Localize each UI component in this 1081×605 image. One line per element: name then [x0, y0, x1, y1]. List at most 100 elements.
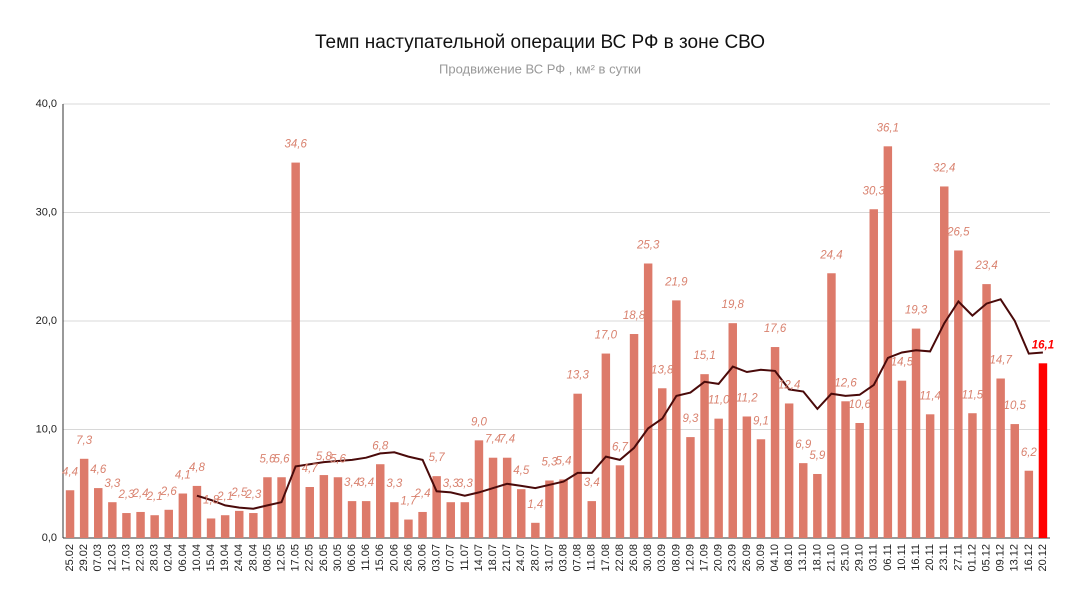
data-label: 5,4: [556, 455, 572, 467]
x-tick-label: 17.09: [698, 544, 710, 572]
bar: [996, 378, 1005, 538]
data-label: 36,1: [877, 122, 899, 134]
data-label: 11,2: [736, 393, 758, 405]
data-label: 2,4: [132, 488, 149, 500]
bar: [122, 513, 131, 538]
x-tick-label: 08.10: [783, 544, 795, 572]
bar: [700, 374, 709, 538]
data-label: 9,3: [682, 413, 699, 425]
data-label: 19,3: [905, 305, 928, 317]
x-tick-label: 17.03: [120, 544, 132, 572]
bar: [432, 476, 441, 538]
x-tick-label: 19.04: [219, 544, 231, 572]
x-tick-label: 08.05: [261, 544, 273, 572]
data-label: 9,1: [753, 415, 769, 427]
bar: [192, 485, 202, 538]
bar: [601, 353, 611, 538]
data-label: 6,9: [795, 439, 812, 451]
x-tick-label: 31.07: [543, 544, 555, 572]
bar: [361, 501, 371, 538]
x-tick-label: 26.05: [318, 544, 330, 572]
data-label: 12,4: [778, 379, 800, 391]
bar: [855, 422, 864, 538]
x-tick-label: 29.02: [78, 544, 90, 572]
bar: [841, 401, 850, 538]
x-tick-label: 26.09: [741, 544, 753, 572]
data-label: 5,6: [259, 453, 276, 465]
x-tick-label: 12.03: [106, 544, 118, 572]
bar: [827, 273, 836, 538]
x-tick-label: 23.09: [727, 544, 739, 572]
x-tick-label: 22.05: [304, 544, 316, 572]
data-label: 7,3: [76, 435, 93, 447]
data-label: 6,2: [1021, 447, 1038, 459]
bar: [277, 477, 286, 538]
x-tick-label: 13.10: [797, 544, 809, 572]
x-tick-label: 03.09: [656, 544, 668, 572]
data-label: 2,3: [117, 489, 135, 501]
data-label: 3,4: [344, 477, 360, 489]
data-label: 4,5: [513, 465, 530, 477]
bar: [897, 380, 907, 538]
bar: [220, 515, 230, 538]
bar: [460, 502, 470, 538]
x-tick-label: 14.07: [473, 544, 485, 572]
x-tick-label: 25.02: [64, 544, 76, 572]
bar: [531, 522, 540, 538]
data-label: 5,6: [330, 453, 347, 465]
chart-title: Темп наступательной операции ВС РФ в зон…: [315, 32, 765, 53]
bar: [883, 146, 893, 538]
bar: [1010, 424, 1019, 538]
bar: [291, 162, 300, 538]
bar: [502, 457, 512, 538]
x-tick-label: 23.11: [938, 544, 950, 571]
data-label: 5,3: [541, 457, 558, 469]
data-label: 9,0: [471, 416, 488, 428]
y-tick-label: 0,0: [42, 532, 57, 544]
bar: [488, 457, 498, 538]
x-tick-label: 20.11: [924, 544, 936, 571]
bar: [940, 186, 949, 538]
bar: [206, 518, 216, 538]
data-label: 3,4: [358, 477, 374, 489]
data-label: 5,6: [274, 453, 291, 465]
x-tick-label: 26.06: [402, 544, 414, 572]
data-label: 3,3: [386, 478, 403, 490]
x-tick-label: 04.10: [769, 544, 781, 572]
data-label: 3,4: [584, 477, 600, 489]
x-tick-label: 06.06: [346, 544, 358, 572]
x-tick-label: 02.04: [163, 544, 175, 572]
bar: [615, 465, 625, 538]
bar: [263, 477, 272, 538]
data-label: 15,1: [693, 350, 715, 362]
data-label: 2,4: [414, 488, 431, 500]
x-tick-label: 25.10: [839, 544, 851, 572]
x-tick-label: 21.10: [825, 544, 837, 572]
data-label: 6,8: [372, 440, 389, 452]
data-label: 4,6: [90, 464, 107, 476]
bar: [418, 511, 427, 538]
bar: [94, 488, 103, 538]
x-tick-label: 17.08: [600, 544, 612, 572]
x-tick-label: 18.10: [811, 544, 823, 572]
x-tick-label: 26.08: [628, 544, 640, 572]
data-label: 17,6: [764, 323, 787, 335]
bar: [347, 501, 357, 538]
x-tick-label: 20.12: [1037, 544, 1049, 572]
x-tick-label: 30.08: [642, 544, 654, 572]
bar: [79, 458, 89, 538]
bar: [235, 510, 244, 538]
data-label: 10,5: [1004, 400, 1027, 412]
data-label: 19,8: [722, 299, 745, 311]
data-label: 16,1: [1032, 339, 1054, 351]
y-tick-label: 20,0: [36, 315, 57, 327]
data-label: 10,6: [848, 399, 871, 411]
bar: [658, 388, 667, 538]
data-label: 2,1: [216, 491, 233, 503]
x-tick-label: 03.07: [431, 544, 443, 572]
bar: [150, 515, 159, 538]
bar: [925, 414, 935, 538]
bar: [545, 480, 554, 538]
x-tick-label: 22.08: [614, 544, 626, 572]
